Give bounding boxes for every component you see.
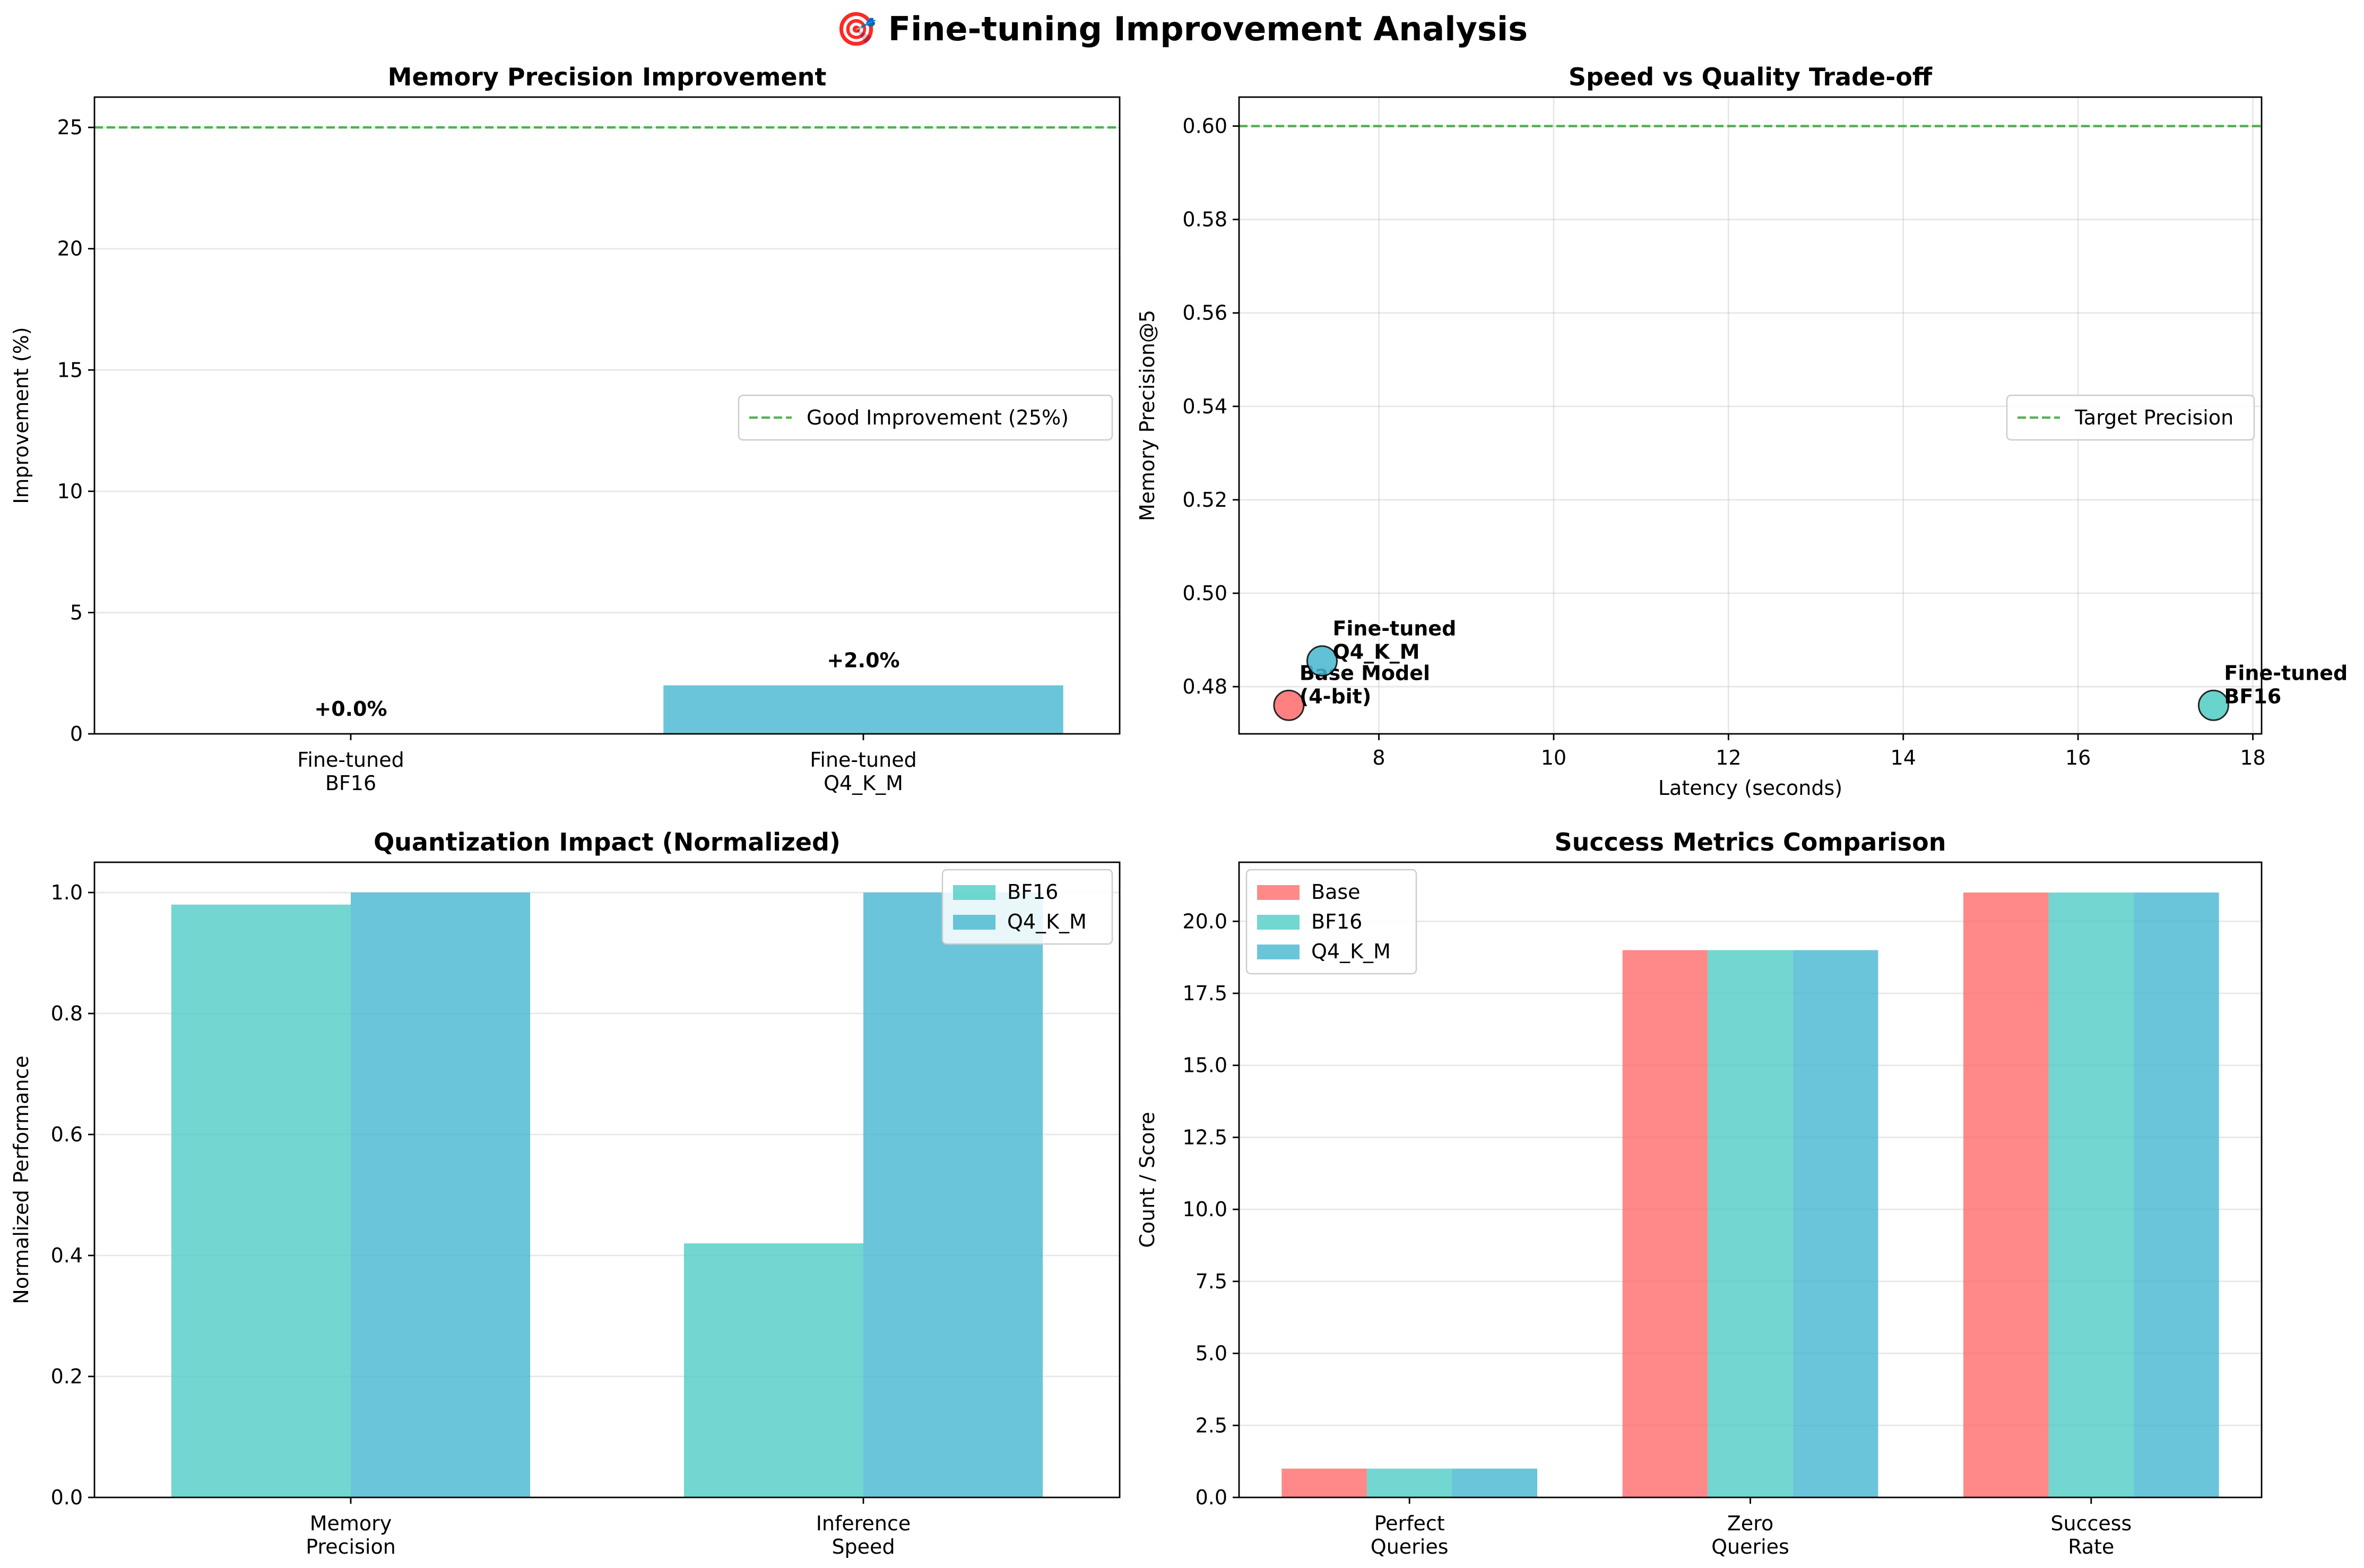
bar bbox=[2134, 893, 2219, 1497]
point-label: Fine-tuned BF16 bbox=[2224, 661, 2348, 708]
y-tick-label: 0.58 bbox=[1182, 208, 1227, 231]
y-axis-label: Improvement (%) bbox=[10, 327, 33, 504]
x-tick-label: Success Rate bbox=[2050, 1512, 2132, 1558]
scatter-point bbox=[1306, 645, 1338, 677]
bar bbox=[863, 893, 1043, 1497]
bar bbox=[683, 1243, 863, 1497]
y-tick-label: 15.0 bbox=[1182, 1054, 1227, 1077]
bar bbox=[171, 904, 351, 1497]
y-tick-label: 20.0 bbox=[1182, 909, 1227, 933]
y-tick-label: 0.50 bbox=[1182, 582, 1227, 605]
bar bbox=[1452, 1468, 1538, 1497]
legend-swatch bbox=[1257, 885, 1300, 900]
bar bbox=[1366, 1468, 1452, 1497]
bar-value-label: +2.0% bbox=[827, 649, 899, 672]
bar bbox=[1281, 1468, 1367, 1497]
bar bbox=[1793, 950, 1878, 1497]
legend-entry: Good Improvement (25%) bbox=[807, 406, 1069, 429]
y-tick-label: 0.4 bbox=[51, 1244, 83, 1267]
x-tick-label: Perfect Queries bbox=[1371, 1512, 1449, 1558]
y-axis-label: Normalized Performance bbox=[10, 1055, 33, 1304]
x-tick-label: 14 bbox=[1891, 746, 1916, 769]
y-tick-label: 0.56 bbox=[1182, 301, 1227, 325]
legend-swatch bbox=[1257, 915, 1300, 930]
y-tick-label: 0.0 bbox=[1196, 1486, 1227, 1509]
x-tick-label: Fine-tuned BF16 bbox=[297, 748, 404, 795]
bar bbox=[1963, 893, 2049, 1497]
bar bbox=[1622, 950, 1708, 1497]
y-tick-label: 1.0 bbox=[51, 881, 83, 904]
bar bbox=[2048, 893, 2134, 1497]
x-tick-label: 16 bbox=[2065, 746, 2091, 769]
bar bbox=[663, 685, 1063, 734]
y-tick-label: 0.60 bbox=[1182, 115, 1227, 138]
panel-title: Success Metrics Comparison bbox=[1555, 828, 1946, 856]
y-tick-label: 2.5 bbox=[1196, 1414, 1227, 1437]
success-metrics-chart: Success Metrics Comparison Count / Score 0… bbox=[1136, 828, 2263, 1558]
legend-frame bbox=[2006, 394, 2255, 441]
scatter-point bbox=[1273, 689, 1305, 721]
plot-frame bbox=[1238, 861, 2263, 1498]
plot-frame bbox=[93, 861, 1121, 1498]
y-tick-label: 5 bbox=[70, 601, 83, 624]
x-axis-label: Latency (seconds) bbox=[1658, 776, 1842, 800]
figure-title: 🎯 Fine-tuning Improvement Analysis bbox=[836, 10, 1528, 48]
y-axis-label: Count / Score bbox=[1136, 1112, 1159, 1248]
scatter-point bbox=[2197, 689, 2229, 721]
y-tick-label: 10 bbox=[57, 480, 83, 503]
panel-title: Speed vs Quality Trade-off bbox=[1569, 63, 1933, 91]
x-tick-label: Inference Speed bbox=[816, 1512, 911, 1558]
x-tick-label: 10 bbox=[1541, 746, 1566, 769]
y-tick-label: 17.5 bbox=[1182, 982, 1227, 1005]
y-tick-label: 0.6 bbox=[51, 1123, 83, 1146]
y-tick-label: 0 bbox=[70, 722, 83, 746]
y-tick-label: 0.0 bbox=[51, 1486, 83, 1509]
legend-entry: Q4_K_M bbox=[1007, 910, 1087, 933]
point-label: Fine-tuned Q4_K_M bbox=[1332, 617, 1456, 664]
bar-value-label: +0.0% bbox=[314, 697, 387, 721]
legend-entry: BF16 bbox=[1007, 880, 1058, 904]
legend-frame bbox=[738, 394, 1113, 441]
bar bbox=[1708, 950, 1793, 1497]
y-tick-label: 0.2 bbox=[51, 1365, 83, 1388]
x-tick-label: Zero Queries bbox=[1711, 1512, 1789, 1558]
y-axis-label: Memory Precision@5 bbox=[1136, 310, 1159, 521]
y-tick-label: 15 bbox=[57, 358, 83, 382]
legend-entry: Base bbox=[1311, 880, 1361, 904]
y-tick-label: 20 bbox=[57, 237, 83, 261]
tradeoff-scatter: Speed vs Quality Trade-off Memory Precisi… bbox=[1136, 63, 2348, 800]
y-tick-label: 0.52 bbox=[1182, 488, 1227, 512]
panel-title: Memory Precision Improvement bbox=[388, 63, 827, 91]
x-tick-label: Fine-tuned Q4_K_M bbox=[810, 748, 916, 795]
plot-frame bbox=[1238, 96, 2263, 735]
legend-swatch bbox=[953, 885, 995, 900]
x-tick-label: 12 bbox=[1716, 746, 1741, 769]
legend-swatch bbox=[953, 915, 995, 930]
y-tick-label: 0.48 bbox=[1182, 675, 1227, 698]
y-tick-label: 10.0 bbox=[1182, 1198, 1227, 1221]
legend-entry: Q4_K_M bbox=[1311, 940, 1391, 963]
y-tick-label: 12.5 bbox=[1182, 1125, 1227, 1149]
panel-title: Quantization Impact (Normalized) bbox=[374, 828, 841, 856]
legend-entry: BF16 bbox=[1311, 910, 1362, 933]
x-tick-label: 8 bbox=[1372, 746, 1385, 769]
y-tick-label: 0.8 bbox=[51, 1002, 83, 1025]
y-tick-label: 0.54 bbox=[1182, 395, 1227, 418]
improvement-chart: Memory Precision Improvement Improvement … bbox=[10, 63, 1121, 795]
bar bbox=[351, 893, 531, 1497]
quantization-chart: Quantization Impact (Normalized) Normaliz… bbox=[10, 828, 1121, 1558]
y-tick-label: 25 bbox=[57, 116, 83, 139]
legend-entry: Target Precision bbox=[2074, 406, 2233, 429]
x-tick-label: 18 bbox=[2240, 746, 2265, 769]
legend-swatch bbox=[1257, 945, 1300, 959]
y-tick-label: 5.0 bbox=[1196, 1342, 1227, 1365]
x-tick-label: Memory Precision bbox=[306, 1512, 396, 1558]
plot-frame bbox=[93, 96, 1121, 735]
y-tick-label: 7.5 bbox=[1196, 1270, 1227, 1293]
